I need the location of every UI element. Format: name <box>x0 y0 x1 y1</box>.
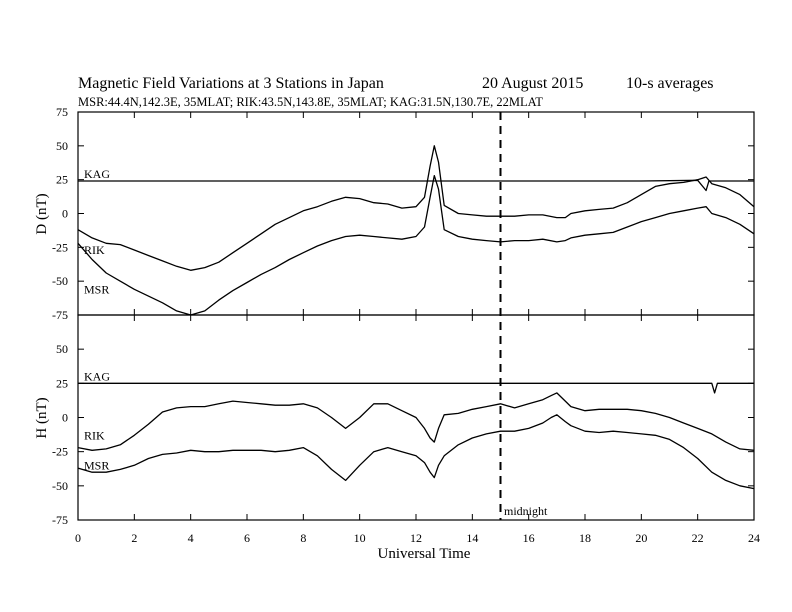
x-tick-label: 4 <box>188 531 194 545</box>
midnight-label: midnight <box>504 504 548 518</box>
series-label-kag-d: KAG <box>84 167 110 181</box>
x-tick-label: 24 <box>748 531 760 545</box>
series-label-msr-d: MSR <box>84 282 109 296</box>
x-tick-label: 16 <box>523 531 535 545</box>
x-axis-title: Universal Time <box>378 546 471 562</box>
series-label-rik-h: RIK <box>84 428 105 442</box>
y-tick-label: -50 <box>52 479 68 493</box>
x-tick-label: 6 <box>244 531 250 545</box>
x-tick-label: 18 <box>579 531 591 545</box>
y-tick-label: 25 <box>56 173 68 187</box>
x-tick-label: 2 <box>131 531 137 545</box>
tick-group: 0 2 4 6 8 10 12 14 16 18 20 22 247550250-25-50-75502… <box>52 105 760 545</box>
x-tick-label: 22 <box>692 531 704 545</box>
series-line-rik-d <box>77 145 755 271</box>
y-tick-label: 0 <box>62 411 68 425</box>
y-tick-label: 50 <box>56 342 68 356</box>
series-label-rik-d: RIK <box>84 243 105 257</box>
series-line-msr-d <box>77 174 755 316</box>
series-line-rik-h <box>77 392 755 451</box>
y-tick-label: 0 <box>62 207 68 221</box>
series-label-kag-h: KAG <box>84 369 110 383</box>
series-label-msr-h: MSR <box>84 458 109 472</box>
x-tick-label: 0 <box>75 531 81 545</box>
chart-averaging: 10-s averages <box>626 75 714 92</box>
y-tick-label: -25 <box>52 240 68 254</box>
series-line-kag-h <box>78 382 754 394</box>
y-tick-label: 25 <box>56 376 68 390</box>
y-tick-label: 75 <box>56 105 68 119</box>
panel-d-frame <box>77 111 755 316</box>
panel-d-ylabel: D (nT) <box>34 193 50 234</box>
x-tick-label: 14 <box>466 531 478 545</box>
y-tick-label: 50 <box>56 139 68 153</box>
y-tick-label: -25 <box>52 445 68 459</box>
y-tick-label: -75 <box>52 308 68 322</box>
x-tick-label: 10 <box>354 531 366 545</box>
y-tick-label: -75 <box>52 513 68 527</box>
series-line-kag-d <box>78 179 754 192</box>
series-group <box>77 112 755 520</box>
chart-title: Magnetic Field Variations at 3 Stations … <box>78 75 384 92</box>
panel-h-ylabel: H (nT) <box>34 397 50 438</box>
chart-stations-line: MSR:44.4N,142.3E, 35MLAT; RIK:43.5N,143.… <box>78 95 543 109</box>
series-label-group: KAG RIK MSR KAG RIK MSR <box>84 167 110 472</box>
x-tick-label: 8 <box>300 531 306 545</box>
x-tick-label: 12 <box>410 531 422 545</box>
y-tick-label: -50 <box>52 274 68 288</box>
x-tick-label: 20 <box>635 531 647 545</box>
series-line-msr-h <box>77 414 755 490</box>
chart-date: 20 August 2015 <box>482 75 583 92</box>
